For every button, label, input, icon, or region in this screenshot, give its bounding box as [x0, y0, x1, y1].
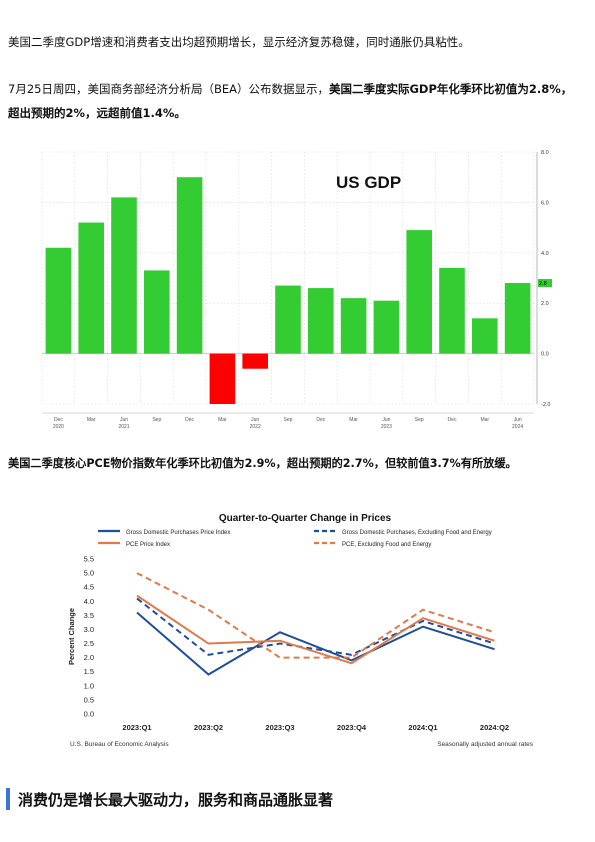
chart2-xtick-label: 2023:Q3 — [265, 723, 294, 732]
chart1-bar — [176, 177, 203, 354]
gdp-paragraph-lead: 7月25日周四，美国商务部经济分析局（BEA）公布数据显示， — [8, 82, 329, 96]
chart1-bar — [209, 353, 236, 404]
chart1-xtick-label: Mar — [480, 417, 489, 423]
section-title: 消费仍是增长最大驱动力，服务和商品通胀显著 — [18, 790, 334, 809]
chart1-bar — [45, 247, 72, 354]
chart1-xtick-label: Mar — [349, 417, 358, 423]
chart1-xtick-label: Jun — [120, 417, 128, 423]
chart1-bar — [340, 298, 367, 354]
us-gdp-bar-chart: 8.0 6.0 4.0 2.0 0.0 -2.0 2.8 US GDP Dec Mar Jun Sep… — [41, 150, 552, 430]
chart2-xtick-label: 2024:Q1 — [408, 723, 437, 732]
section-heading: 消费仍是增长最大驱动力，服务和商品通胀显著 — [6, 787, 333, 811]
chart2-series-line — [136, 594, 495, 665]
chart2-legend-label: Gross Domestic Purchases Price Index — [126, 530, 230, 536]
chart1-year-label: 2024 — [512, 424, 523, 430]
chart1-ytick-label: 2.0 — [541, 301, 549, 307]
gdp-paragraph-highlight: 美国二季度实际GDP年化季环比初值为2.8%，超出预期的2%，远超前值1.4%。 — [8, 82, 573, 120]
chart2-ytick-label: 5.5 — [84, 555, 94, 564]
price-change-line-chart: Quarter-to-Quarter Change in Prices Gross… — [67, 513, 534, 748]
chart2-xtick-label: 2023:Q1 — [122, 723, 151, 732]
chart1-xtick-label: Sep — [152, 417, 161, 423]
chart1-year-label: 2022 — [250, 424, 261, 430]
chart1-last-value-badge — [538, 279, 552, 288]
chart1-bar — [406, 230, 432, 354]
chart1-title: US GDP — [336, 173, 401, 192]
chart1-xtick-label: Sep — [415, 417, 424, 423]
chart2-ytick-label: 0.0 — [84, 710, 94, 719]
chart1-bar — [78, 222, 104, 354]
chart2-legend-label: PCE Price Index — [126, 542, 170, 548]
chart1-xtick-label: Mar — [218, 417, 227, 423]
chart2-ytick-label: 0.5 — [84, 695, 94, 704]
chart2-ytick-label: 2.0 — [84, 653, 94, 662]
chart1-bar — [472, 318, 498, 354]
chart1-ytick-label: 8.0 — [541, 150, 549, 156]
chart2-ytick-label: 3.0 — [84, 625, 94, 634]
chart2-xtick-label: 2023:Q4 — [337, 723, 367, 732]
chart1-last-value-label: 2.8 — [539, 281, 547, 287]
chart2-legend-label: Gross Domestic Purchases, Excluding Food… — [342, 530, 492, 536]
chart1-xtick-label: Mar — [87, 417, 96, 423]
chart1-xtick-label: Jun — [251, 417, 259, 423]
chart2-source-right: Seasonally adjusted annual rates — [437, 741, 534, 748]
chart2-ytick-label: 3.5 — [84, 611, 94, 620]
chart2-ytick-label: 4.5 — [84, 583, 94, 592]
chart1-bar — [308, 288, 334, 354]
pce-paragraph: 美国二季度核心PCE物价指数年化季环比初值为2.9%，超出预期的2.7%，但较前… — [8, 457, 517, 470]
chart2-ytick-label: 4.0 — [84, 597, 94, 606]
chart2-ytick-label: 5.0 — [84, 569, 94, 578]
chart1-bar — [111, 197, 137, 354]
chart1-ytick-label: 0.0 — [541, 352, 549, 358]
chart1-bar — [144, 270, 170, 354]
chart1-xtick-label: Dec — [54, 417, 63, 423]
chart1-xtick-label: Jun — [382, 417, 390, 423]
chart1-bar — [373, 300, 400, 354]
chart2-series-line — [136, 597, 495, 656]
chart2-legend-label: PCE, Excluding Food and Energy — [342, 542, 431, 548]
section-accent-bar — [6, 788, 10, 810]
chart2-ytick-label: 2.5 — [84, 639, 94, 648]
chart1-year-label: 2020 — [53, 424, 64, 430]
intro-paragraph: 美国二季度GDP增速和消费者支出均超预期增长，显示经济复苏稳健，同时通胀仍具粘性… — [8, 35, 470, 49]
chart2-title: Quarter-to-Quarter Change in Prices — [219, 513, 392, 524]
chart1-bar — [275, 285, 301, 354]
chart2-ylabel: Percent Change — [67, 608, 76, 665]
chart1-bar — [504, 283, 531, 354]
chart1-year-label: 2021 — [118, 424, 129, 430]
gdp-paragraph: 7月25日周四，美国商务部经济分析局（BEA）公布数据显示，美国二季度实际GDP… — [8, 77, 578, 125]
chart1-xtick-label: Dec — [448, 417, 457, 423]
chart1-xtick-label: Dec — [316, 417, 325, 423]
chart2-ytick-label: 1.0 — [84, 681, 94, 690]
chart1-year-label: 2023 — [381, 424, 392, 430]
chart1-bar — [242, 353, 268, 369]
chart2-source-left: U.S. Bureau of Economic Analysis — [70, 741, 169, 748]
chart2-series-line — [136, 572, 495, 659]
chart2-series-line — [136, 611, 495, 676]
chart2-ytick-label: 1.5 — [84, 667, 94, 676]
chart1-bar — [439, 267, 465, 354]
chart1-ytick-label: -2.0 — [541, 402, 550, 408]
chart2-xtick-label: 2024:Q2 — [480, 723, 509, 732]
chart1-xtick-label: Dec — [185, 417, 194, 423]
chart2-xtick-label: 2023:Q2 — [194, 723, 223, 732]
chart1-xtick-label: Sep — [284, 417, 293, 423]
chart1-ytick-label: 6.0 — [541, 200, 549, 206]
chart1-ytick-label: 4.0 — [541, 251, 549, 257]
chart1-xtick-label: Jun — [514, 417, 522, 423]
